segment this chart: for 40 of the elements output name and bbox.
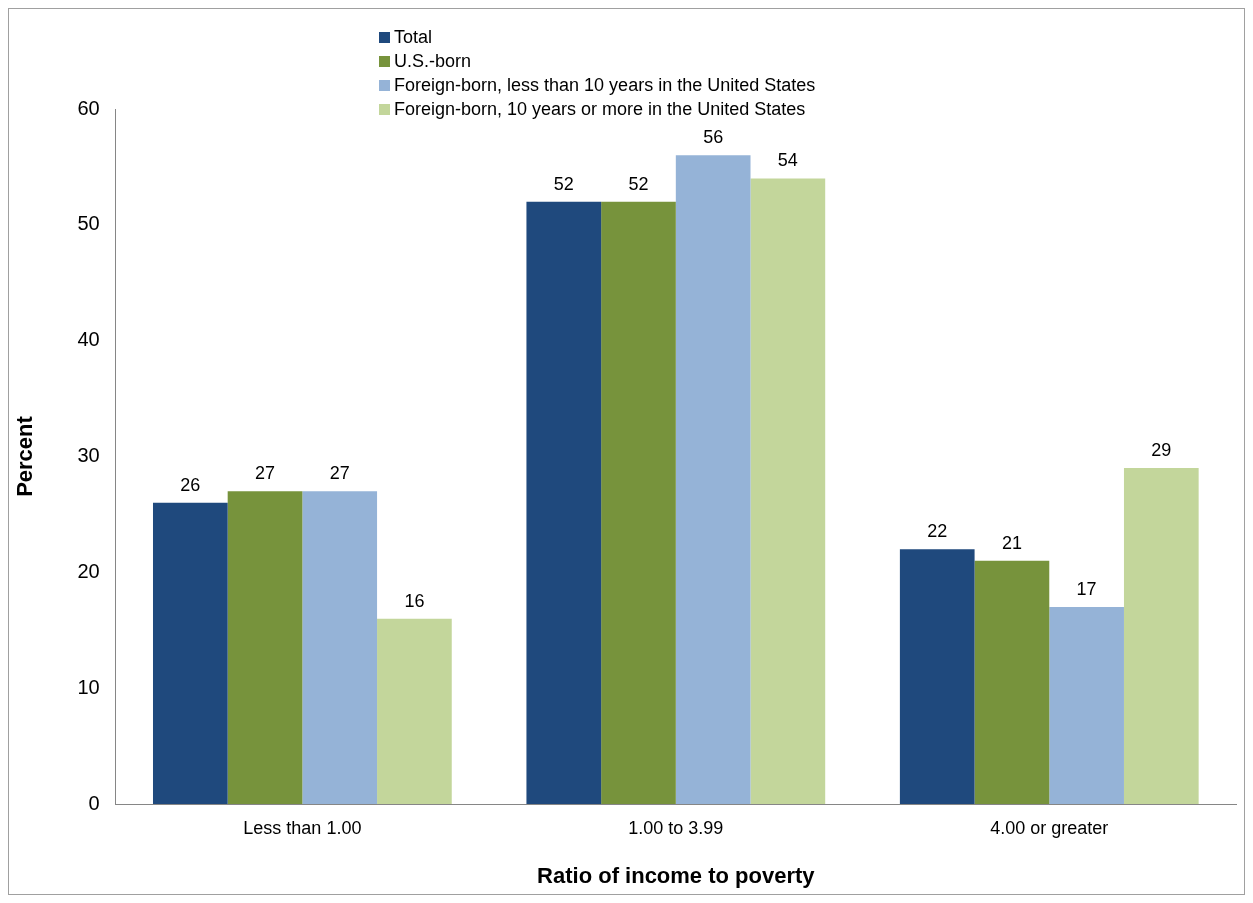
bar <box>227 491 303 804</box>
bar <box>675 155 751 804</box>
bar <box>526 201 602 804</box>
data-label: 27 <box>255 463 276 484</box>
y-tick-label: 30 <box>77 444 100 467</box>
legend-label: Total <box>394 26 433 49</box>
y-tick-label: 60 <box>77 96 100 119</box>
bar <box>377 618 452 804</box>
data-label: 17 <box>1076 579 1097 600</box>
y-tick-label: 20 <box>77 559 100 582</box>
data-label: 54 <box>777 150 798 171</box>
data-label: 52 <box>553 173 574 194</box>
data-label: 22 <box>927 521 948 542</box>
legend-label: U.S.-born <box>394 50 472 73</box>
bar <box>302 491 378 804</box>
y-tick-label: 10 <box>77 675 100 698</box>
data-label: 26 <box>180 474 201 495</box>
bar <box>152 502 228 804</box>
bar <box>750 178 826 804</box>
y-tick-label: 0 <box>88 791 100 814</box>
data-label: 21 <box>1001 532 1022 553</box>
data-label: 27 <box>329 463 350 484</box>
y-tick-label: 40 <box>77 328 100 351</box>
legend-label: Foreign-born, less than 10 years in the United States <box>394 74 816 97</box>
bar <box>601 201 676 804</box>
bar <box>1123 468 1199 804</box>
legend-label: Foreign-born, 10 years or more in the United States <box>394 98 806 121</box>
x-tick-label: 1.00 to 3.99 <box>628 817 724 838</box>
y-axis-title: Percent <box>12 415 38 497</box>
x-tick-label: 4.00 or greater <box>990 817 1109 838</box>
data-label: 56 <box>703 127 724 148</box>
bar <box>974 560 1050 804</box>
data-label: 29 <box>1151 440 1172 461</box>
data-label: 16 <box>404 590 425 611</box>
bar <box>1049 607 1124 804</box>
x-tick-label: Less than 1.00 <box>243 817 362 838</box>
x-axis-title: Ratio of income to poverty <box>537 862 816 888</box>
y-tick-label: 50 <box>77 212 100 235</box>
bar <box>899 549 975 804</box>
data-label: 52 <box>628 173 649 194</box>
